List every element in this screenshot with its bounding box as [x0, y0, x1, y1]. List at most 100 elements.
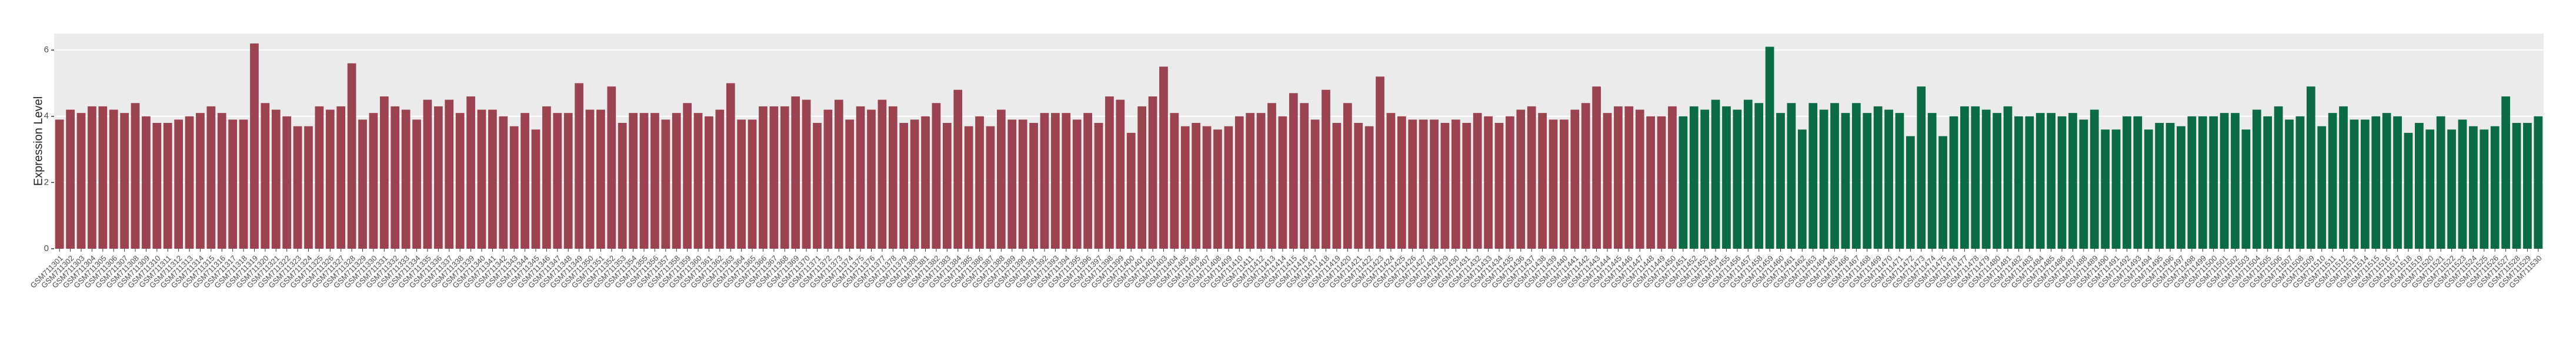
- bar: [401, 109, 411, 249]
- bar: [1148, 96, 1157, 249]
- y-tick-label: 4: [44, 111, 49, 121]
- bar: [791, 96, 800, 249]
- bar: [315, 106, 324, 249]
- bar: [2371, 116, 2381, 249]
- bar: [1949, 116, 1958, 249]
- bar: [1007, 119, 1017, 249]
- bar: [932, 103, 941, 249]
- bar: [2306, 86, 2315, 249]
- bar: [66, 109, 75, 249]
- bar: [1029, 123, 1038, 249]
- bar: [1743, 99, 1753, 249]
- bar: [1213, 129, 1222, 249]
- bar: [120, 113, 129, 249]
- bar: [379, 96, 389, 249]
- bar: [2220, 113, 2229, 249]
- bar: [1300, 103, 1309, 249]
- bar: [1040, 113, 1049, 249]
- bar: [715, 109, 725, 249]
- bar: [336, 106, 346, 249]
- bar: [1516, 109, 1526, 249]
- bar: [2534, 116, 2543, 249]
- bar: [899, 123, 909, 249]
- bar: [2133, 116, 2143, 249]
- bar: [1895, 113, 1904, 249]
- bar: [358, 119, 367, 249]
- bar: [412, 119, 421, 249]
- bar: [2490, 126, 2500, 249]
- bar: [1484, 116, 1493, 249]
- bar: [596, 109, 605, 249]
- bar: [2057, 116, 2067, 249]
- bar: [1538, 113, 1547, 249]
- bar: [1603, 113, 1612, 249]
- bar: [1462, 123, 1471, 249]
- bar: [206, 106, 216, 249]
- bar: [1159, 66, 1168, 249]
- bar: [1830, 103, 1839, 249]
- bar: [856, 106, 865, 249]
- bar: [661, 119, 670, 249]
- bar: [1289, 93, 1298, 249]
- bar: [910, 119, 919, 249]
- bar: [867, 109, 876, 249]
- bar: [369, 113, 378, 249]
- bar: [1527, 106, 1536, 249]
- bar: [2231, 113, 2240, 249]
- bar: [1506, 116, 1514, 249]
- bar: [1170, 113, 1179, 249]
- bar: [1180, 126, 1190, 249]
- bar: [997, 109, 1006, 249]
- bar: [239, 119, 248, 249]
- bar: [250, 43, 259, 249]
- bar: [618, 123, 627, 249]
- bar: [1570, 109, 1580, 249]
- bar: [986, 126, 995, 249]
- bar: [2047, 113, 2056, 249]
- bar: [217, 113, 226, 249]
- bar: [2317, 126, 2327, 249]
- bar: [2382, 113, 2391, 249]
- bar: [1397, 116, 1406, 249]
- bar: [1018, 119, 1027, 249]
- bar: [1819, 109, 1828, 249]
- bar: [2469, 126, 2478, 249]
- bar: [1808, 103, 1818, 249]
- bar: [964, 126, 973, 249]
- bar: [1797, 129, 1807, 249]
- bar: [813, 123, 822, 249]
- bar: [823, 109, 833, 249]
- y-tick-label: 0: [44, 243, 49, 253]
- bar: [1419, 119, 1428, 249]
- bar: [152, 123, 162, 249]
- bar: [780, 106, 789, 249]
- bar: [196, 113, 205, 249]
- bar: [1776, 113, 1785, 249]
- bar: [325, 109, 335, 249]
- bar: [1473, 113, 1482, 249]
- bar: [2339, 106, 2348, 249]
- bar: [1094, 123, 1103, 249]
- bar: [2350, 119, 2359, 249]
- bar: [1917, 86, 1926, 249]
- bar: [2480, 129, 2489, 249]
- bar: [1549, 119, 1558, 249]
- bar: [888, 106, 897, 249]
- y-tick-label: 6: [44, 45, 49, 55]
- bar: [1646, 116, 1656, 249]
- bar: [1386, 113, 1396, 249]
- bar: [585, 109, 595, 249]
- bar: [488, 109, 497, 249]
- bar: [1711, 99, 1720, 249]
- bar: [1256, 113, 1266, 249]
- bar: [2025, 116, 2034, 249]
- bar: [1700, 109, 1710, 249]
- bar: [1863, 113, 1872, 249]
- bar: [1765, 46, 1774, 249]
- bar: [1841, 113, 1850, 249]
- bar: [1343, 103, 1352, 249]
- bar: [2198, 116, 2207, 249]
- bar: [1376, 76, 1384, 249]
- bar: [174, 119, 183, 249]
- bar: [55, 119, 64, 249]
